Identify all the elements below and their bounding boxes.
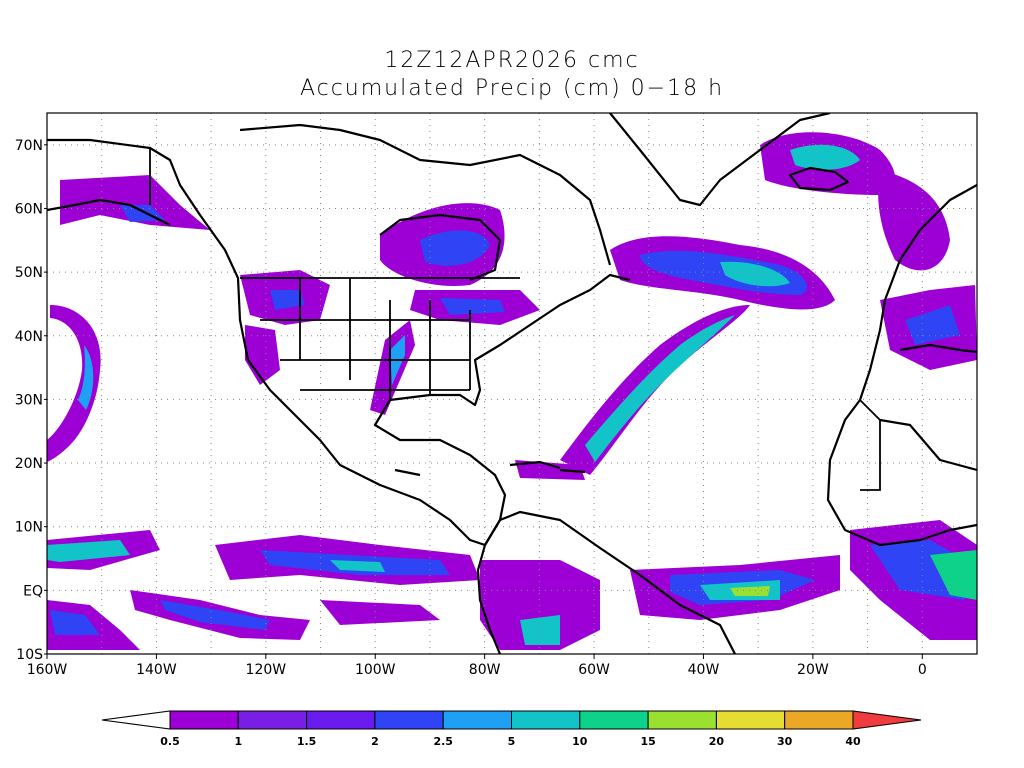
map-frame bbox=[46, 112, 978, 655]
coastlines bbox=[47, 113, 977, 654]
x-tick-label: 40W bbox=[688, 662, 720, 678]
colorbar-label: 1.5 bbox=[297, 735, 317, 748]
y-tick-label: 10S bbox=[16, 647, 43, 663]
x-tick-label: 100W bbox=[355, 662, 396, 678]
y-tick-label: 60N bbox=[15, 201, 43, 217]
x-tick-label: 0 bbox=[918, 662, 927, 678]
colorbar-swatch bbox=[169, 710, 239, 730]
colorbar-swatch bbox=[374, 710, 444, 730]
colorbar-under-triangle bbox=[101, 710, 171, 730]
colorbar-label: 30 bbox=[777, 735, 793, 748]
y-tick-label: 50N bbox=[15, 265, 43, 281]
colorbar-label: 20 bbox=[709, 735, 725, 748]
colorbar-label: 1 bbox=[234, 735, 242, 748]
colorbar-label: 2.5 bbox=[433, 735, 453, 748]
colorbar-swatch bbox=[715, 710, 786, 730]
x-tick-label: 80W bbox=[469, 662, 501, 678]
colorbar-swatch bbox=[784, 710, 854, 730]
y-tick-label: 30N bbox=[15, 392, 43, 408]
y-tick-label: 10N bbox=[15, 520, 43, 536]
colorbar-label: 0.5 bbox=[160, 735, 180, 748]
colorbar-label: 10 bbox=[572, 735, 588, 748]
colorbar-label: 15 bbox=[640, 735, 655, 748]
x-tick-label: 140W bbox=[136, 662, 177, 678]
colorbar-over-triangle bbox=[852, 710, 922, 730]
colorbar-swatch bbox=[442, 710, 513, 730]
colorbar-swatch bbox=[511, 710, 581, 730]
colorbar-swatch bbox=[306, 710, 376, 730]
x-tick-label: 160W bbox=[27, 662, 68, 678]
colorbar-swatch bbox=[237, 710, 308, 730]
political-borders bbox=[149, 148, 881, 491]
y-axis-labels: 10S EQ 10N 20N 30N 40N 50N 60N 70N bbox=[15, 138, 47, 663]
colorbar: 0.5 1 1.5 2 2.5 5 10 15 20 30 40 bbox=[101, 710, 922, 748]
y-tick-label: 40N bbox=[15, 329, 43, 345]
y-tick-label: 70N bbox=[15, 138, 43, 154]
map-title: 12Z12APR2026 cmc bbox=[384, 48, 640, 73]
map-subtitle: Accumulated Precip (cm) 0−18 h bbox=[299, 76, 725, 101]
x-tick-label: 20W bbox=[797, 662, 829, 678]
y-tick-label: EQ bbox=[23, 583, 43, 599]
x-tick-label: 60W bbox=[578, 662, 610, 678]
colorbar-label: 40 bbox=[845, 735, 861, 748]
colorbar-label: 2 bbox=[371, 735, 379, 748]
colorbar-label: 5 bbox=[508, 735, 516, 748]
x-tick-label: 120W bbox=[246, 662, 287, 678]
x-axis-labels: 160W 140W 120W 100W 80W 60W 40W 20W 0 bbox=[27, 654, 927, 678]
precip-field bbox=[47, 132, 977, 650]
colorbar-swatch bbox=[579, 710, 649, 730]
y-tick-label: 20N bbox=[15, 456, 43, 472]
colorbar-swatch bbox=[647, 710, 717, 730]
